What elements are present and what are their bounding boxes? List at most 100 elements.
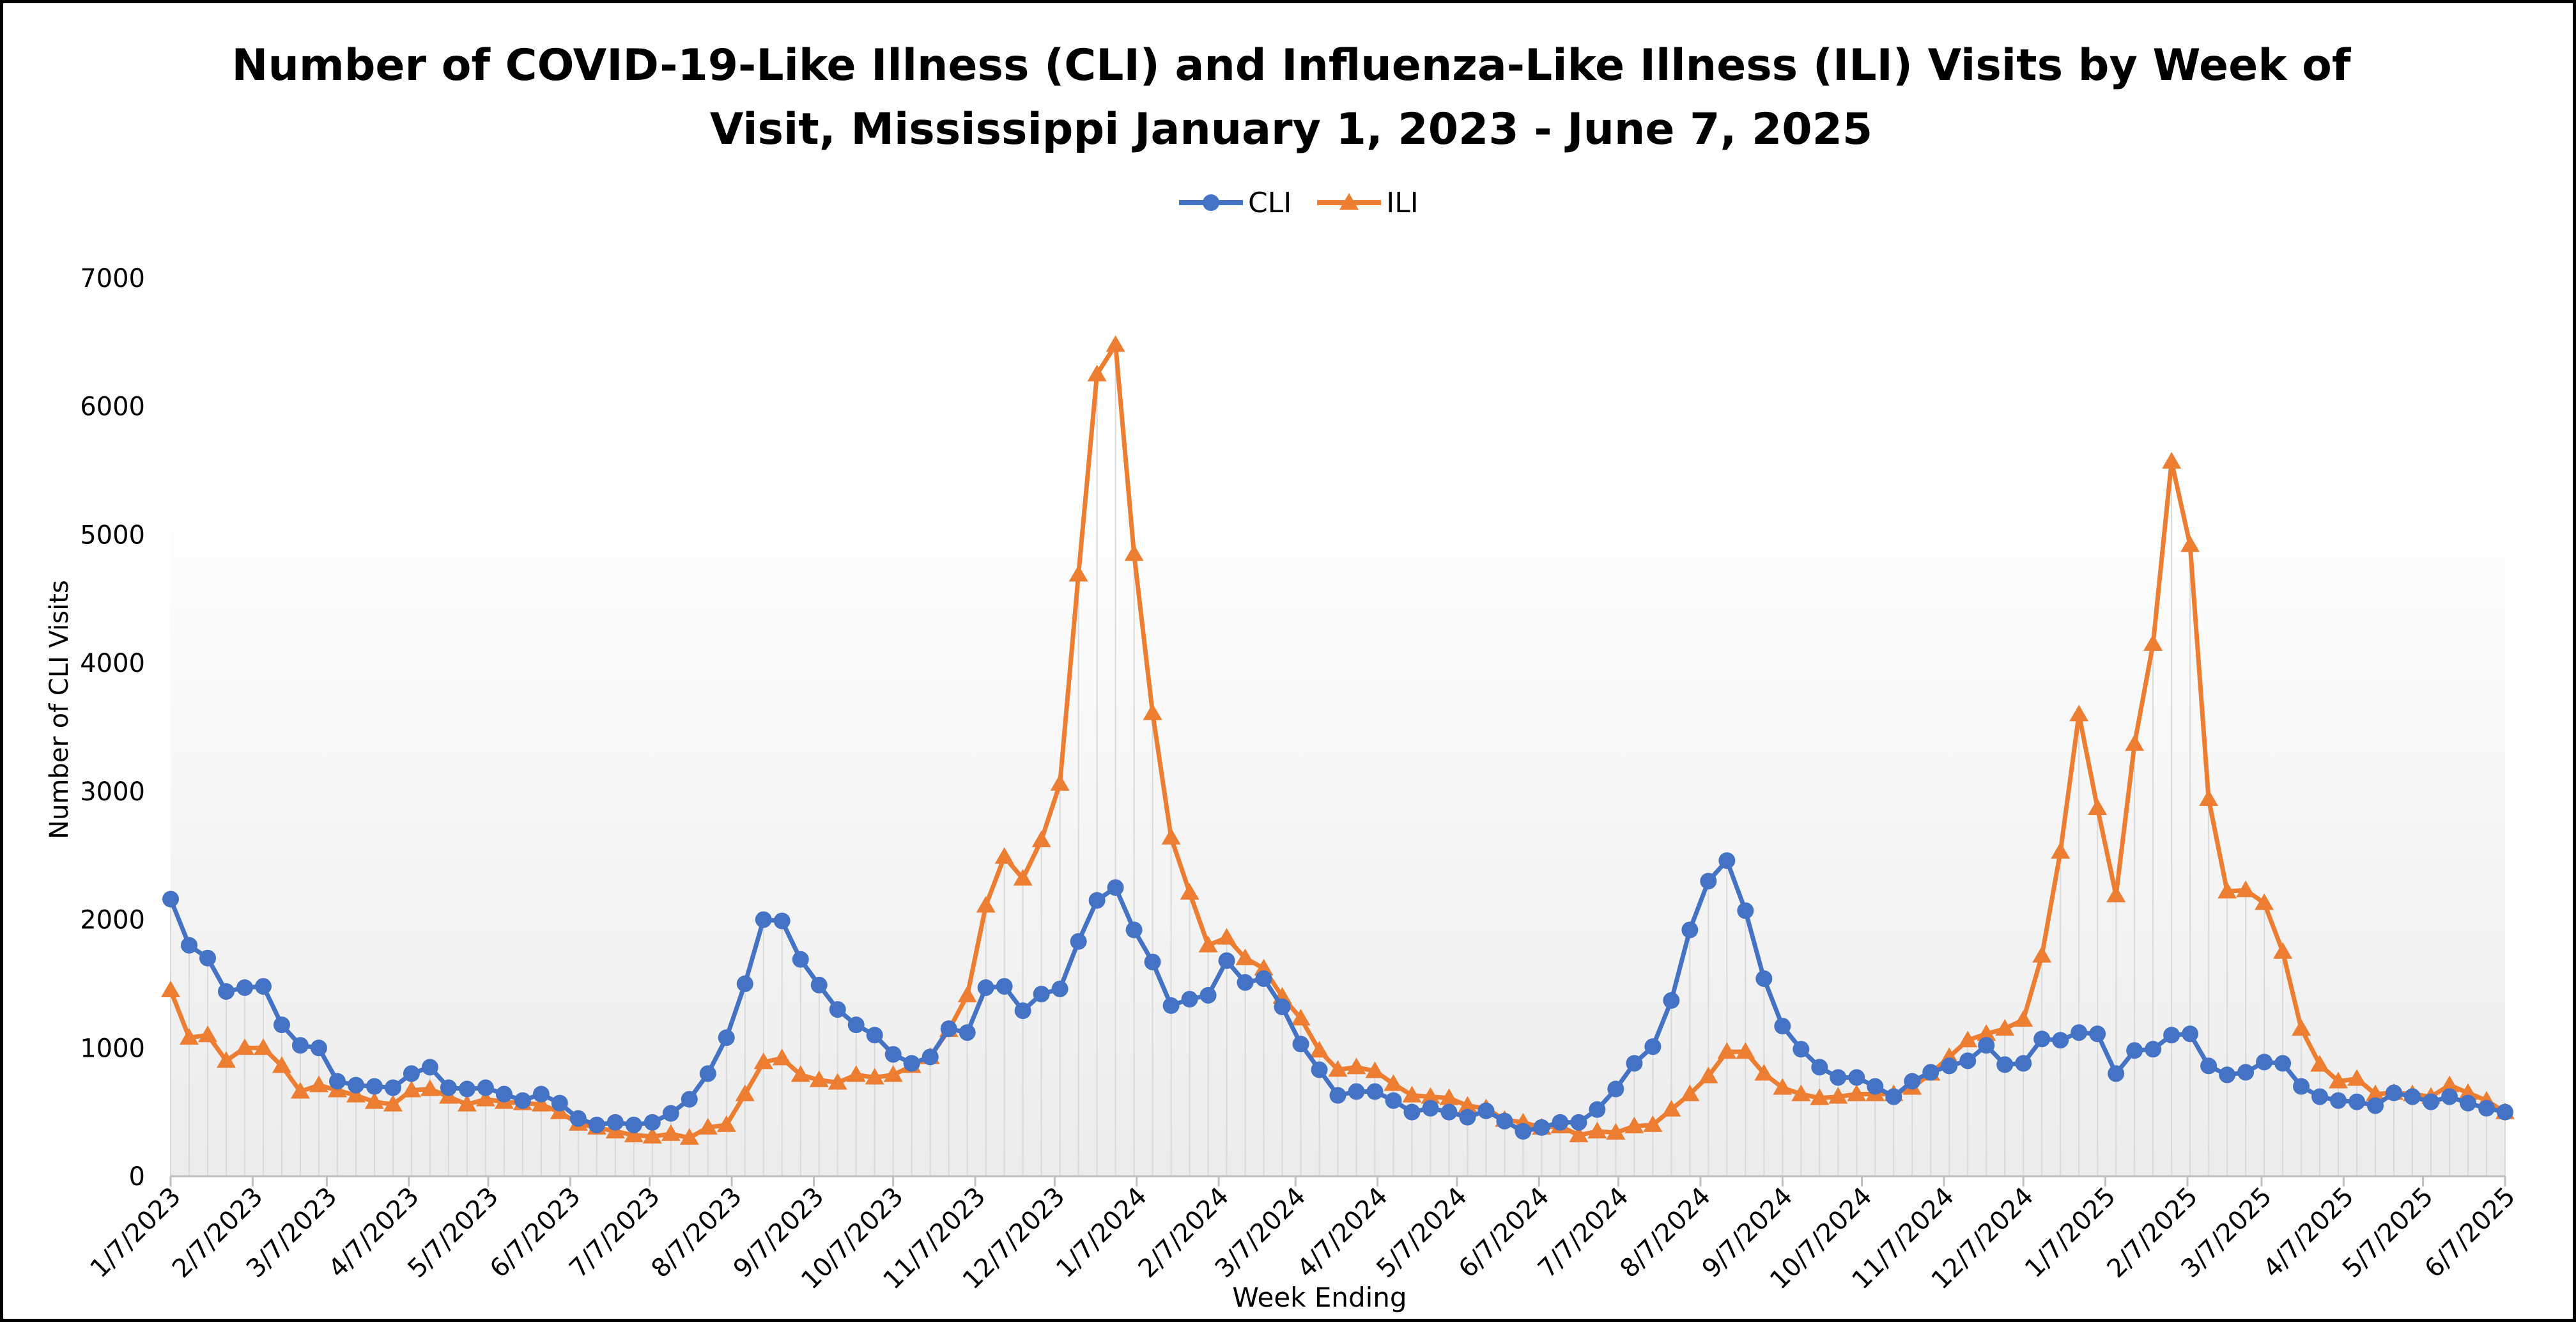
- data-point-ili: [1198, 935, 1218, 953]
- data-point-cli: [421, 1059, 438, 1076]
- data-point-ili: [364, 1092, 384, 1109]
- legend-label-cli: CLI: [1248, 186, 1292, 219]
- data-point-cli: [1904, 1073, 1921, 1090]
- data-point-ili: [1013, 869, 1033, 886]
- data-point-ili: [1106, 335, 1125, 352]
- data-point-cli: [1533, 1119, 1550, 1136]
- data-point-cli: [1292, 1036, 1309, 1053]
- data-point-cli: [644, 1114, 661, 1131]
- data-point-ili: [1384, 1074, 1403, 1091]
- data-point-cli: [1366, 1083, 1384, 1100]
- data-point-cli: [755, 911, 772, 928]
- data-point-ili: [679, 1128, 699, 1145]
- legend-item-cli: CLI: [1179, 187, 1292, 219]
- data-point-ili: [642, 1126, 662, 1144]
- data-point-ili: [883, 1065, 903, 1082]
- data-point-ili: [1773, 1078, 1793, 1095]
- data-point-cli: [199, 949, 216, 967]
- data-point-cli: [1440, 1103, 1458, 1121]
- data-point-cli: [514, 1092, 531, 1109]
- data-point-cli: [2274, 1055, 2292, 1072]
- y-tick-label: 4000: [80, 649, 145, 678]
- data-point-ili: [2125, 734, 2145, 751]
- data-point-cli: [1348, 1083, 1365, 1100]
- data-point-cli: [662, 1105, 679, 1122]
- data-point-cli: [551, 1094, 568, 1112]
- data-point-ili: [2273, 942, 2293, 959]
- data-point-cli: [1996, 1056, 2014, 1073]
- data-point-ili: [1995, 1019, 2015, 1036]
- data-point-ili: [2217, 882, 2237, 899]
- data-point-cli: [1255, 970, 1272, 987]
- data-point-ili: [2255, 893, 2274, 910]
- data-point-ili: [1606, 1123, 1626, 1140]
- data-point-cli: [2386, 1084, 2403, 1101]
- data-point-cli: [940, 1020, 957, 1038]
- data-point-ili: [957, 985, 977, 1002]
- data-point-cli: [1459, 1108, 1476, 1126]
- data-point-cli: [384, 1079, 401, 1096]
- data-point-cli: [2293, 1078, 2310, 1095]
- data-point-cli: [1848, 1069, 1865, 1086]
- x-axis-ticks: 1/7/20232/7/20233/7/20234/7/20235/7/2023…: [85, 1176, 2521, 1295]
- data-point-cli: [1051, 980, 1068, 997]
- data-point-ili: [2032, 945, 2052, 963]
- data-point-cli: [1644, 1038, 1662, 1055]
- data-point-cli: [328, 1073, 346, 1090]
- data-point-cli: [2126, 1042, 2143, 1059]
- data-point-ili: [2199, 789, 2219, 806]
- y-axis-title: Number of CLI Visits: [45, 580, 74, 839]
- data-point-cli: [1088, 892, 1106, 909]
- data-point-cli: [1385, 1092, 1402, 1109]
- data-point-cli: [588, 1116, 605, 1133]
- y-tick-label: 3000: [80, 777, 145, 807]
- data-point-cli: [1755, 970, 1773, 987]
- data-point-cli: [699, 1065, 716, 1082]
- data-point-ili: [1217, 928, 1237, 945]
- data-point-ili: [1180, 883, 1199, 900]
- data-point-cli: [847, 1016, 865, 1034]
- data-point-ili: [865, 1068, 884, 1085]
- data-point-ili: [1458, 1096, 1477, 1113]
- data-point-cli: [1718, 852, 1736, 869]
- data-point-ili: [1346, 1057, 1366, 1075]
- data-point-ili: [216, 1051, 236, 1068]
- data-point-cli: [273, 1016, 290, 1034]
- data-point-ili: [1828, 1087, 1848, 1104]
- data-point-cli: [1830, 1069, 1847, 1086]
- data-point-cli: [2108, 1065, 2125, 1082]
- data-point-cli: [347, 1077, 364, 1094]
- chart-title: Number of COVID-19-Like Illness (CLI) an…: [195, 34, 2387, 162]
- data-point-ili: [2292, 1019, 2311, 1036]
- data-point-ili: [1587, 1121, 1607, 1139]
- data-point-ili: [1662, 1100, 1681, 1117]
- data-point-ili: [197, 1025, 217, 1043]
- data-point-ili: [1031, 830, 1051, 848]
- data-point-cli: [2441, 1088, 2458, 1105]
- data-point-cli: [2071, 1024, 2088, 1041]
- data-point-cli: [1125, 921, 1143, 938]
- data-point-ili: [2106, 885, 2126, 903]
- data-point-cli: [2404, 1088, 2421, 1105]
- data-point-ili: [846, 1065, 866, 1082]
- legend-ili-line-marker-icon: [1317, 193, 1382, 210]
- data-point-cli: [254, 977, 272, 995]
- data-point-cli: [458, 1080, 475, 1098]
- y-tick-label: 0: [129, 1162, 145, 1192]
- data-point-cli: [1144, 953, 1161, 970]
- data-point-cli: [2311, 1088, 2329, 1105]
- data-point-ili: [2162, 452, 2182, 469]
- data-point-cli: [1922, 1064, 1940, 1081]
- data-point-cli: [477, 1079, 494, 1096]
- data-point-ili: [457, 1094, 477, 1112]
- data-point-ili: [1365, 1061, 1385, 1078]
- data-point-ili: [1143, 703, 1162, 720]
- data-point-ili: [1754, 1064, 1774, 1081]
- data-point-cli: [718, 1029, 735, 1046]
- y-tick-label: 7000: [80, 264, 145, 293]
- data-point-ili: [475, 1089, 495, 1107]
- data-point-cli: [1737, 902, 1754, 919]
- data-point-cli: [1162, 997, 1180, 1015]
- x-axis-title: Week Ending: [1232, 1282, 1407, 1313]
